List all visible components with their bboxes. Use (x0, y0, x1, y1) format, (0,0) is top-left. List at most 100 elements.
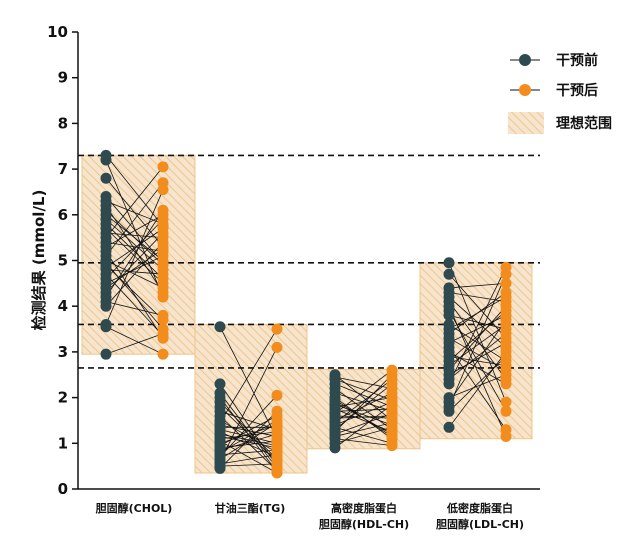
paired-connector (219, 463, 278, 467)
paired-connector (105, 223, 164, 280)
paired-connector (105, 166, 164, 238)
paired-connector (105, 182, 164, 257)
ideal-range-area (419, 262, 533, 440)
paired-connector (105, 219, 164, 270)
point-before (100, 154, 112, 166)
paired-connector (105, 219, 164, 280)
point-before (443, 421, 455, 433)
legend: 干预前 干预后 理想范围 (508, 52, 612, 134)
paired-connector (448, 324, 507, 362)
x-category-label: 低密度脂蛋白 (446, 501, 513, 515)
paired-connector (448, 374, 507, 398)
paired-connector (105, 273, 164, 337)
point-after (157, 161, 169, 173)
y-tick-label: 0 (58, 480, 68, 498)
y-tick-label: 1 (58, 434, 68, 452)
paired-connector (448, 267, 507, 385)
paired-connector (448, 292, 507, 303)
point-after (500, 268, 512, 280)
paired-connector (448, 333, 507, 380)
point-after (157, 332, 169, 344)
y-tick-label: 7 (58, 160, 68, 178)
legend-range-swatch (508, 112, 544, 134)
legend-range-label: 理想范围 (556, 115, 612, 132)
paired-connector (105, 214, 164, 248)
y-tick-label: 8 (58, 114, 68, 132)
x-category-label: 高密度脂蛋白 (331, 501, 397, 515)
paired-connector (219, 328, 278, 423)
point-before (443, 309, 455, 321)
point-before (443, 268, 455, 280)
point-after (271, 341, 283, 353)
paired-connector (448, 274, 507, 407)
point-before (214, 321, 226, 333)
paired-connector (448, 310, 507, 362)
paired-connector (105, 269, 164, 275)
paired-connector (334, 397, 393, 408)
paired-connector (448, 319, 507, 403)
legend-item-range: 理想范围 (508, 112, 612, 134)
x-category-label: 甘油三酯(TG) (215, 501, 286, 515)
paired-connector (448, 342, 507, 376)
paired-connector (448, 305, 507, 371)
point-before (100, 348, 112, 360)
paired-connector (334, 422, 393, 437)
paired-connector (334, 379, 393, 424)
paired-connector (105, 251, 164, 339)
point-before (100, 300, 112, 312)
paired-connector (105, 189, 164, 325)
y-tick-label: 4 (58, 297, 68, 315)
paired-connector (105, 196, 164, 264)
data-points (100, 149, 512, 479)
point-after (157, 184, 169, 196)
y-ticks: 0 1 2 3 4 5 6 7 8 9 10 (47, 23, 78, 498)
paired-connector (105, 333, 164, 355)
y-tick-label: 10 (47, 23, 68, 41)
paired-connectors (105, 155, 507, 474)
y-tick-label: 6 (58, 206, 68, 224)
x-category-label: 胆固醇(CHOL) (96, 501, 173, 515)
point-after (500, 396, 512, 408)
point-before (443, 378, 455, 390)
point-before (443, 257, 455, 269)
paired-connector (219, 454, 278, 465)
x-category-label: 胆固醇(LDL-CH) (436, 517, 524, 531)
paired-connector (105, 210, 164, 298)
paired-connector (334, 388, 393, 430)
paired-connector (334, 374, 393, 433)
point-after (500, 378, 512, 390)
paired-connector (219, 422, 278, 460)
paired-connector (105, 248, 164, 289)
paired-connector (219, 411, 278, 469)
point-after (157, 291, 169, 303)
paired-connector (219, 449, 278, 456)
y-tick-label: 5 (58, 252, 68, 270)
point-before (214, 378, 226, 390)
paired-connector (448, 314, 507, 344)
paired-connector (219, 410, 278, 430)
paired-connector (448, 324, 507, 366)
point-before (443, 405, 455, 417)
paired-connector (219, 415, 278, 472)
legend-after-label: 干预后 (556, 82, 598, 99)
paired-connector (448, 273, 507, 339)
paired-connector (219, 326, 278, 439)
paired-connector (448, 314, 507, 330)
point-after (271, 467, 283, 479)
paired-connector (334, 415, 393, 419)
x-category-label: 胆固醇(HDL-CH) (319, 517, 409, 531)
paired-connector (219, 431, 278, 440)
legend-before-marker (519, 54, 531, 66)
point-before (329, 442, 341, 454)
point-before (100, 172, 112, 184)
paired-connector (105, 228, 164, 284)
paired-connector (334, 404, 393, 426)
paired-connector (334, 408, 393, 433)
legend-item-after: 干预后 (510, 82, 598, 99)
point-after (157, 348, 169, 360)
paired-connector (334, 369, 393, 414)
point-after (157, 314, 169, 326)
y-axis-title: 检测结果 (mmol/L) (30, 190, 48, 331)
